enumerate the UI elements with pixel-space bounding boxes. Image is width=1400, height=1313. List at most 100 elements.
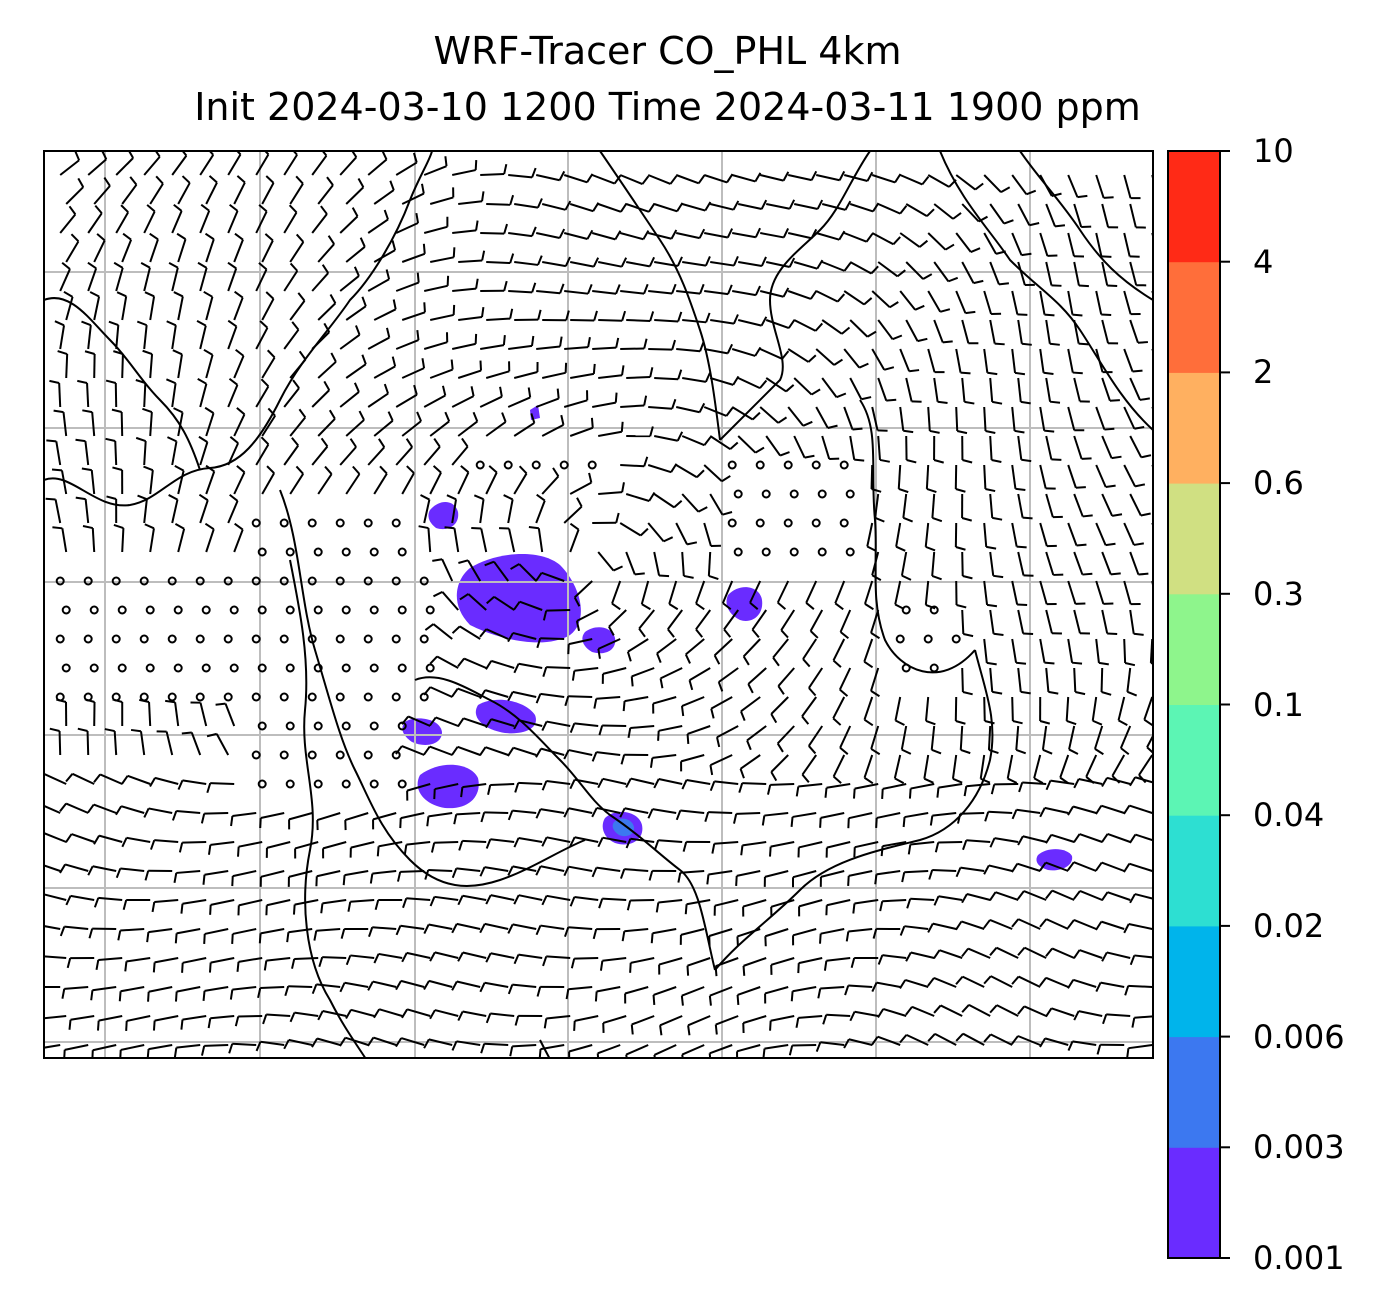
wind-barb-flag [150,839,156,850]
wind-barb-flag [1072,371,1083,375]
wind-barb-shaft [1095,290,1103,315]
wind-barb-shaft [620,290,645,295]
wind-barb-shaft [429,196,454,205]
wind-barb-shaft [120,805,145,814]
wind-barb-flag [339,1037,347,1047]
wind-barb-flag [788,199,796,210]
wind-barb-shaft [317,184,334,205]
wind-barb-flag [461,437,469,448]
calm-marker [761,489,771,499]
wind-barb-flag [993,574,1004,579]
wind-barb-shaft [1022,781,1047,785]
wind-barb-shaft [742,841,767,847]
wind-barb-shaft [115,267,124,292]
wind-barb-shaft [44,955,67,959]
wind-barb-flag [804,454,815,459]
wind-barb-shaft [429,420,450,437]
wind-barb-flag [970,247,981,253]
wind-barb-flag [1129,834,1137,844]
calm-marker [335,518,345,528]
wind-barb-flag [591,751,598,762]
wind-barb-shaft [904,812,929,819]
wind-barb-flag [81,320,92,327]
wind-barb-flag [259,817,262,829]
wind-barb-shaft [843,174,868,182]
wind-barb-flag [894,173,902,183]
wind-barb-flag [939,308,951,313]
wind-barb-flag [615,337,620,348]
coastline [44,151,433,507]
wind-barb-flag [535,808,542,819]
wind-barb-flag [451,868,458,879]
wind-barb-flag [1096,1044,1102,1055]
wind-barb-flag [81,467,92,472]
wind-barb-shaft [423,225,448,234]
wind-barb-shaft [996,946,1019,959]
wind-barb-shaft [894,580,902,605]
wind-barb-flag [588,472,593,483]
wind-barb-flag [927,977,935,987]
wind-barb-flag [790,816,794,827]
wind-barb-shaft [1017,435,1023,460]
wind-barb-shaft [283,329,300,350]
wind-barb-shaft [463,657,487,669]
wind-barb-shaft [467,593,487,611]
calm-marker [307,576,317,586]
wind-barb-flag [471,526,482,530]
wind-barb-shaft [1039,638,1046,663]
wind-barb-flag [642,230,650,240]
wind-barb-shaft [995,891,1019,901]
wind-barb-flag [760,256,767,267]
wind-barb-shaft [570,261,594,268]
calm-marker [145,663,155,673]
wind-barb-flag [514,1015,520,1026]
wind-barb-flag [613,174,622,185]
wind-barb-flag [571,670,576,681]
wind-barb-flag [630,676,634,687]
wind-barb-shaft [1011,174,1028,195]
wind-barb-shaft [430,256,454,263]
calm-marker [195,634,205,644]
wind-barb-shaft [154,839,179,843]
wind-barb-shaft [876,981,901,988]
wind-barb-flag [777,685,785,695]
wind-barb-shaft [876,812,901,819]
wind-barb-flag [926,208,935,217]
wind-barb-shaft [490,1012,515,1017]
wind-barb-shaft [59,268,71,292]
wind-barb-flag [810,228,818,239]
wind-barb-shaft [1051,947,1075,959]
wind-barb-shaft [910,897,935,901]
wind-barb-flag [265,175,275,184]
colorbar-segment [1168,151,1220,263]
wind-barb-shaft [435,716,459,727]
wind-barb-shaft [429,745,453,756]
wind-barb-flag [231,933,234,944]
wind-barb-shaft [626,261,650,268]
wind-barb-shaft [1123,638,1127,664]
wind-barb-flag [451,1040,458,1051]
wind-barb-flag [903,429,914,434]
wind-barb-flag [905,1006,913,1016]
coastline [279,489,586,887]
wind-barb-flag [928,869,934,880]
wind-barb-flag [144,291,155,298]
wind-barb-shaft [848,928,873,933]
wind-barb-shaft [591,174,615,185]
calm-marker [313,547,323,557]
wind-barb-shaft [871,290,891,309]
wind-barb-shaft [899,232,921,248]
wind-barb-shaft [1134,776,1153,784]
wind-barb-shaft [64,863,89,872]
wind-barb-shaft [462,894,487,901]
wind-barb-shaft [345,305,367,321]
wind-barb-shaft [736,1044,761,1053]
wind-barb-shaft [955,290,967,314]
wind-barb-flag [386,327,391,338]
wind-barb-flag [643,456,649,467]
wind-barb-flag [507,810,514,821]
wind-barb-shaft [627,638,649,653]
wind-barb-flag [879,901,884,912]
wind-barb-shaft [1101,203,1110,228]
wind-barb-shaft [927,348,936,373]
